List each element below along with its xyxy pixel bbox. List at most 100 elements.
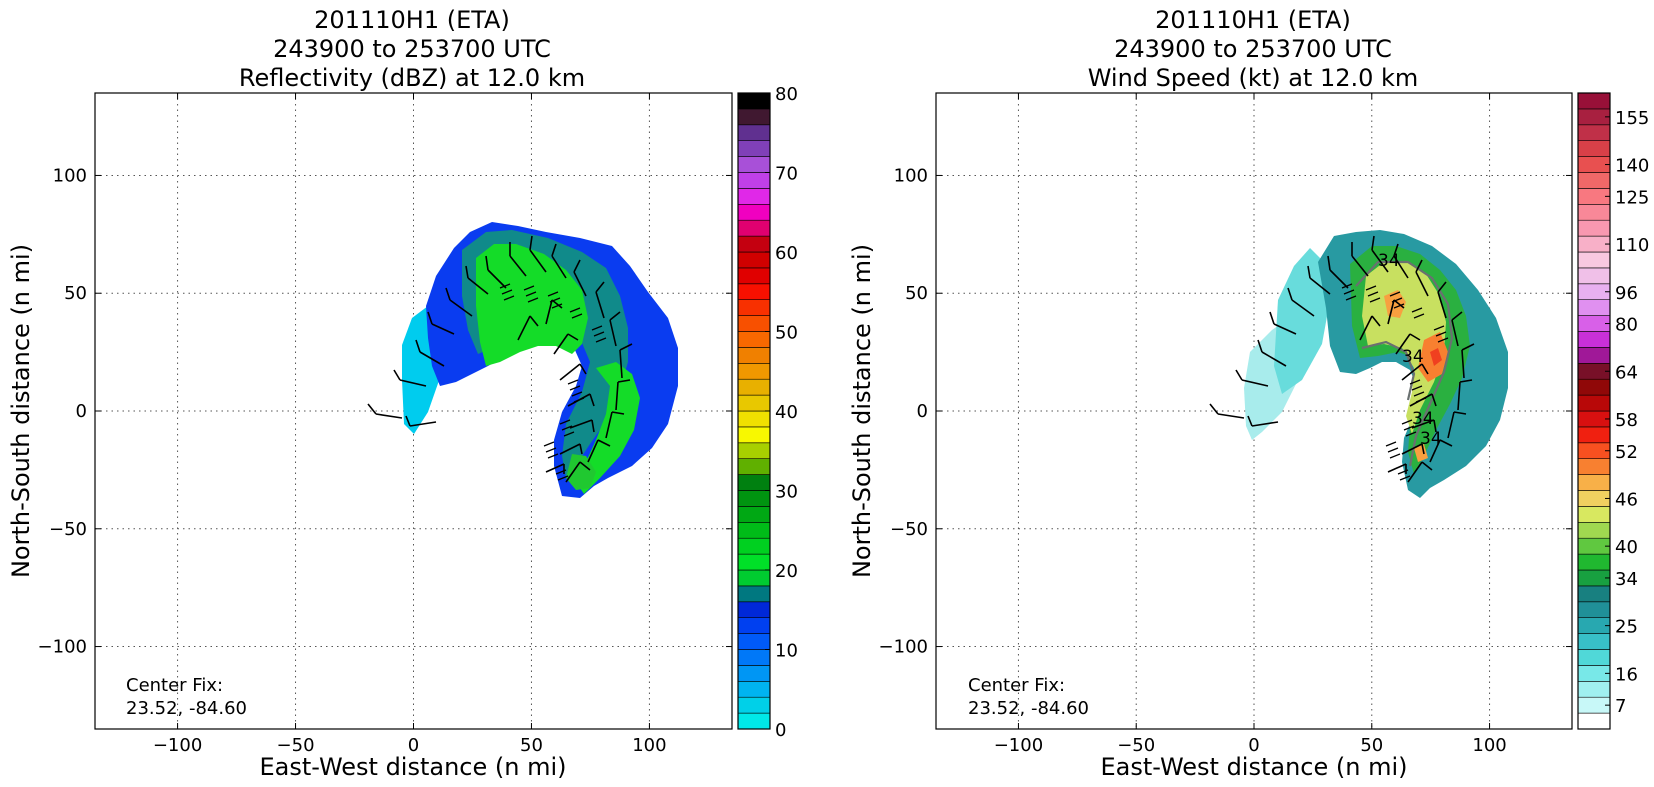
wind-colorbar-segment [1577,394,1611,412]
reflectivity-colorbar-segment [737,649,771,666]
wind-colorbar-segment [1577,553,1611,571]
reflectivity-colorbar-segment [737,204,771,221]
wind-orange-max-1 [1384,290,1406,318]
wind-colorbar-segment [1577,331,1611,348]
wind-contour-label-1: 34 [1378,251,1400,271]
wind-ytick-label: 0 [917,401,928,422]
wind-yellow-green-core [1362,262,1446,434]
reflectivity-xlabel: East-West distance (n mi) [259,753,566,781]
wind-center-fix-label: Center Fix: [968,675,1065,696]
reflectivity-xtick-label: −100 [153,735,202,756]
wind-colorbar-label: 155 [1615,108,1649,129]
reflectivity-green-core [476,244,588,366]
reflectivity-colorbar-label: 20 [775,561,798,582]
wind-colorbar-label: 64 [1615,362,1638,383]
wind-speed-panel: 201110H1 (ETA) 243900 to 253700 UTC Wind… [848,6,1649,781]
reflectivity-xtick-label: 50 [520,735,543,756]
reflectivity-field [367,222,678,498]
reflectivity-center-fix-label: Center Fix: [126,675,223,696]
reflectivity-colorbar-segment [737,426,771,444]
wind-colorbar-segment [1577,585,1611,603]
reflectivity-colorbar-label: 10 [775,641,798,662]
wind-xlabel: East-West distance (n mi) [1100,753,1407,781]
wind-xtick-label: 100 [1472,735,1506,756]
wind-red-max [1430,348,1442,366]
wind-colorbar-label: 58 [1615,410,1638,431]
reflectivity-colorbar-segment [737,315,771,332]
wind-ylabel: North-South distance (n mi) [848,244,876,578]
wind-colorbar-label: 96 [1615,283,1638,304]
wind-field: 34 34 34 34 [1209,230,1508,498]
wind-colorbar-segment [1577,458,1611,475]
reflectivity-colorbar-label: 50 [775,323,798,344]
reflectivity-colorbar-segment [737,410,771,428]
wind-colorbar-label: 40 [1615,537,1638,558]
reflectivity-colorbar-segment [737,458,771,475]
wind-colorbar-label: 7 [1615,696,1626,717]
reflectivity-colorbar-segment [737,267,771,285]
reflectivity-barb-flags [499,283,607,481]
reflectivity-ytick-label: 0 [76,401,87,422]
wind-colorbar-label: 16 [1615,664,1638,685]
wind-grid [936,93,1572,729]
reflectivity-colorbar-segment [737,378,771,396]
reflectivity-colorbar-segment [737,124,771,142]
reflectivity-colorbar-label: 40 [775,402,798,423]
wind-orange-max-3 [1414,444,1428,462]
reflectivity-colorbar-segment [737,235,771,253]
wind-wind-barbs [1209,235,1475,483]
wind-contour-label-4: 34 [1420,429,1442,449]
reflectivity-colorbar-segment [737,633,771,650]
wind-colorbar-frame [1577,92,1611,730]
reflectivity-xtick-label: −50 [277,735,315,756]
reflectivity-colorbar-segment [737,156,771,173]
reflectivity-colorbar: 0 10 20 30 40 50 60 70 80 [737,84,798,741]
wind-colorbar-label: 46 [1615,489,1638,510]
reflectivity-colorbar-segment [737,347,771,364]
reflectivity-title-line-2: 243900 to 253700 UTC [273,35,551,63]
wind-colorbar-segment [1577,474,1611,491]
reflectivity-colorbar-segment [737,92,771,110]
reflectivity-ytick-label: 100 [53,165,87,186]
reflectivity-colorbar-segment [737,219,771,237]
reflectivity-colorbar-label: 80 [775,84,798,105]
wind-colorbar-segment [1577,712,1611,730]
reflectivity-colorbar-segment [737,251,771,269]
wind-contour-label-3: 34 [1412,409,1434,429]
wind-colorbar-segment [1577,601,1611,618]
wind-colorbar-segment [1577,124,1611,142]
wind-colorbar-label: 80 [1615,315,1638,336]
wind-title-line-1: 201110H1 (ETA) [1155,6,1351,34]
reflectivity-colorbar-label: 70 [775,164,798,185]
reflectivity-ytick-label: 50 [64,283,87,304]
reflectivity-colorbar-segment [737,569,771,587]
reflectivity-xtick-label: 0 [408,735,419,756]
wind-colorbar-label: 52 [1615,442,1638,463]
wind-colorbar-segment [1577,426,1611,444]
wind-colorbar-label: 25 [1615,617,1638,638]
reflectivity-colorbar-segment [737,553,771,571]
reflectivity-colorbar-segment [737,442,771,459]
reflectivity-colorbar-label: 30 [775,482,798,503]
reflectivity-colorbar-segment [737,696,771,714]
wind-ticks: −100 −50 0 50 100 −100 −50 0 50 100 [879,93,1572,756]
reflectivity-colorbar-segment [737,521,771,539]
reflectivity-colorbar-segment [737,362,771,380]
wind-ytick-label: 100 [894,165,928,186]
wind-colorbar-segment [1577,299,1611,316]
wind-title-line-3: Wind Speed (kt) at 12.0 km [1088,64,1419,92]
wind-colorbar-segment [1577,378,1611,396]
reflectivity-title-line-1: 201110H1 (ETA) [314,6,510,34]
reflectivity-center-fix-value: 23.52, -84.60 [126,698,247,719]
wind-colorbar-segment [1577,506,1611,523]
wind-ytick-label: 50 [905,283,928,304]
reflectivity-colorbar-segment [737,331,771,348]
reflectivity-ticks: −100 −50 0 50 100 −100 −50 0 50 100 [38,93,732,756]
reflectivity-colorbar-segment [737,506,771,523]
reflectivity-colorbar-segment [737,617,771,634]
wind-colorbar-segment [1577,267,1611,285]
reflectivity-colorbar-segment [737,283,771,300]
reflectivity-colorbar-label: 0 [775,720,786,741]
wind-colorbar-segment [1577,680,1611,698]
